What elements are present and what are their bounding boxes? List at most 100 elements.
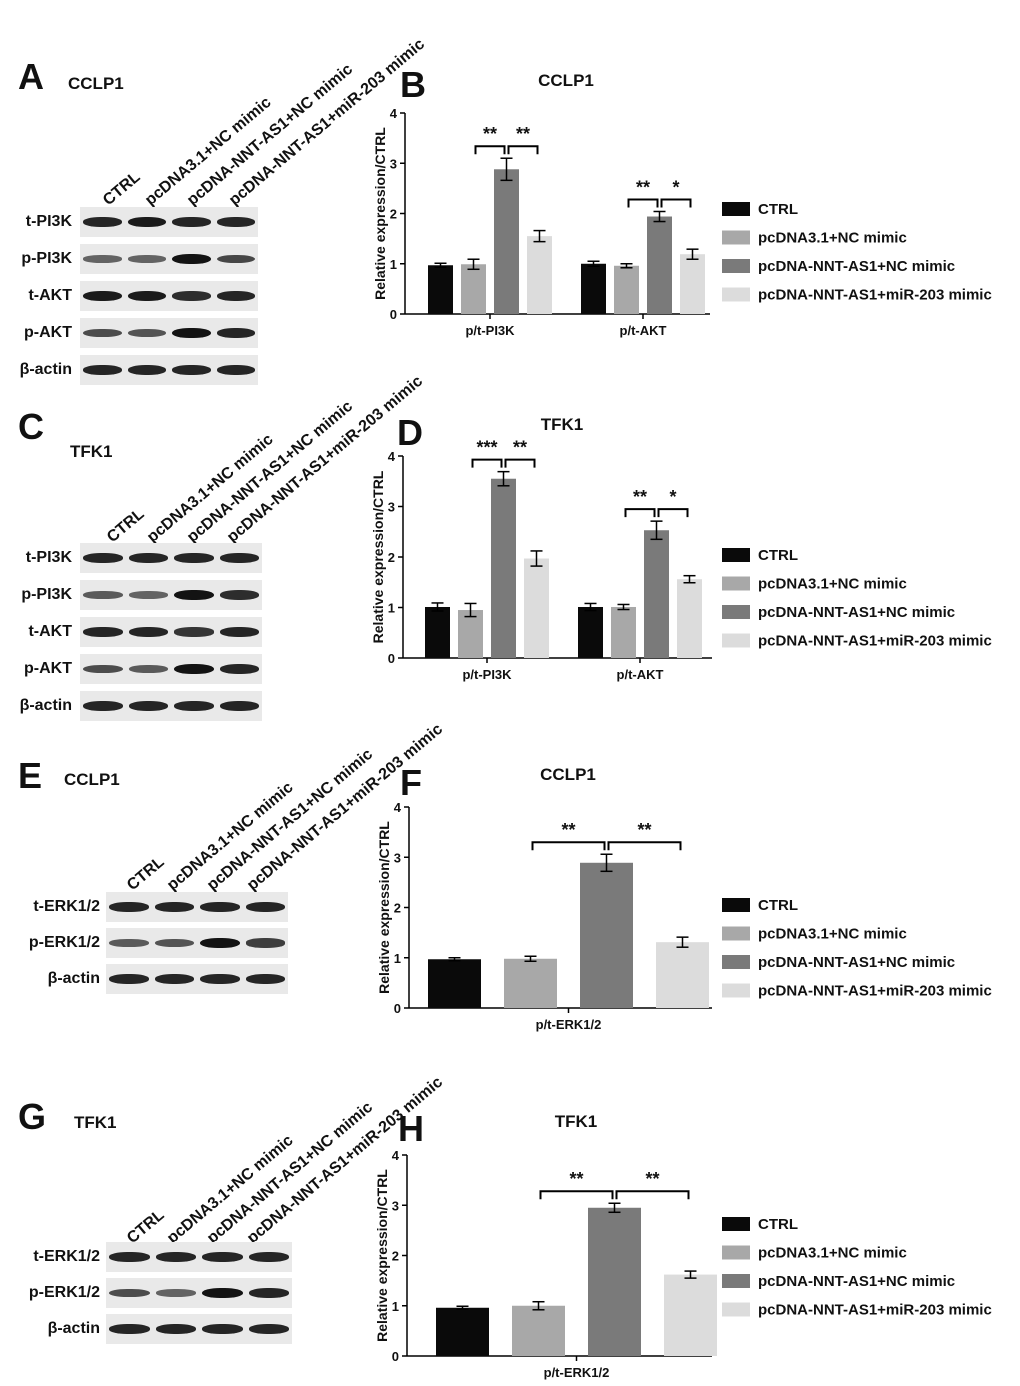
bar: [578, 606, 603, 658]
blot-band: [172, 216, 211, 228]
bar: [524, 558, 549, 658]
y-tick-label: 3: [390, 156, 397, 171]
bar: [494, 169, 519, 314]
cell-line-title: CCLP1: [64, 770, 120, 789]
legend-swatch: [722, 576, 750, 591]
significance-bracket: [660, 198, 692, 208]
significance-label: **: [636, 177, 650, 197]
significance-label: **: [561, 820, 575, 840]
significance-label: **: [513, 438, 527, 458]
panel-letter: E: [18, 755, 43, 796]
blot-band: [172, 364, 211, 376]
blot-band: [248, 1287, 289, 1299]
y-axis-label: Relative expression/CTRL: [374, 1169, 390, 1342]
panel-letter: F: [400, 762, 422, 803]
blot-band: [109, 1251, 150, 1263]
blot-band: [216, 290, 255, 302]
blot-band: [216, 327, 255, 339]
legend-label: CTRL: [758, 1216, 798, 1233]
y-tick-label: 1: [392, 1299, 399, 1314]
y-tick-label: 0: [392, 1349, 399, 1364]
bar: [664, 1274, 717, 1356]
blot-band: [155, 1323, 196, 1335]
y-tick-label: 0: [390, 307, 397, 322]
y-tick-label: 3: [392, 1198, 399, 1213]
blot-band: [216, 216, 255, 228]
legend-label: pcDNA-NNT-AS1+miR-203 mimic: [758, 983, 992, 1000]
chart-title: TFK1: [541, 415, 584, 434]
y-tick-label: 4: [394, 800, 402, 815]
y-tick-label: 2: [394, 901, 401, 916]
cell-line-title: TFK1: [70, 442, 113, 461]
blot-band: [83, 255, 122, 263]
legend-swatch: [722, 955, 750, 969]
legend-swatch: [722, 1245, 750, 1260]
bar: [458, 610, 483, 658]
bar: [428, 959, 481, 1008]
y-tick-label: 1: [388, 601, 395, 616]
blot-band: [109, 901, 149, 913]
significance-bracket: [607, 841, 682, 851]
blot-band: [83, 626, 123, 638]
blot-band: [248, 1323, 289, 1335]
blot-band: [216, 254, 255, 264]
legend-swatch: [722, 1274, 750, 1288]
blot-band: [219, 590, 259, 600]
significance-label: *: [669, 487, 676, 507]
legend-label: pcDNA-NNT-AS1+miR-203 mimic: [758, 1302, 992, 1319]
bar: [611, 606, 636, 658]
legend-label: pcDNA-NNT-AS1+miR-203 mimic: [758, 287, 992, 304]
legend-label: pcDNA-NNT-AS1+miR-203 mimic: [758, 633, 992, 650]
panel-letter: D: [397, 412, 423, 453]
bar: [512, 1305, 565, 1356]
blot-band: [245, 973, 285, 985]
panel-letter: B: [400, 64, 426, 105]
blot-band: [128, 552, 168, 564]
blot-band: [200, 973, 240, 985]
legend-label: pcDNA-NNT-AS1+NC mimic: [758, 604, 955, 621]
band-label: t-PI3K: [25, 213, 72, 230]
legend-label: pcDNA-NNT-AS1+NC mimic: [758, 258, 955, 275]
legend-swatch: [722, 605, 750, 619]
band-label: p-PI3K: [21, 250, 72, 267]
blot-band: [219, 663, 259, 675]
legend-swatch: [722, 202, 750, 216]
y-tick-label: 4: [392, 1148, 400, 1163]
blot-band: [83, 664, 123, 674]
cell-line-title: CCLP1: [68, 74, 124, 93]
band-label: t-PI3K: [25, 549, 72, 566]
band-label: β-actin: [19, 361, 72, 378]
significance-bracket: [474, 145, 506, 155]
cell-line-title: TFK1: [74, 1113, 117, 1132]
blot-band: [172, 253, 211, 265]
blot-band: [200, 937, 240, 949]
blot-band: [172, 327, 211, 339]
blot-band: [109, 1323, 150, 1335]
blot-band: [83, 700, 123, 712]
blot-band: [174, 627, 214, 637]
bar: [677, 579, 702, 658]
blot-band: [83, 364, 122, 376]
blot-band: [200, 901, 240, 913]
legend-label: pcDNA3.1+NC mimic: [758, 230, 907, 247]
legend-label: CTRL: [758, 201, 798, 218]
y-tick-label: 2: [392, 1249, 399, 1264]
blot-band: [128, 700, 168, 712]
legend-swatch: [722, 1217, 750, 1231]
legend-swatch: [722, 633, 750, 648]
bar: [581, 263, 606, 314]
blot-band: [154, 938, 194, 948]
bar: [644, 530, 669, 658]
legend-label: pcDNA-NNT-AS1+NC mimic: [758, 954, 955, 971]
blot-band: [219, 552, 259, 564]
x-tick-label: p/t-ERK1/2: [544, 1365, 610, 1380]
x-tick-label: p/t-PI3K: [465, 323, 515, 338]
panel-letter: C: [18, 406, 44, 447]
blot-band: [109, 1288, 150, 1298]
significance-label: **: [483, 124, 497, 144]
band-label: p-AKT: [24, 324, 72, 341]
significance-bracket: [657, 508, 689, 518]
blot-band: [83, 552, 123, 564]
bar: [680, 254, 705, 314]
